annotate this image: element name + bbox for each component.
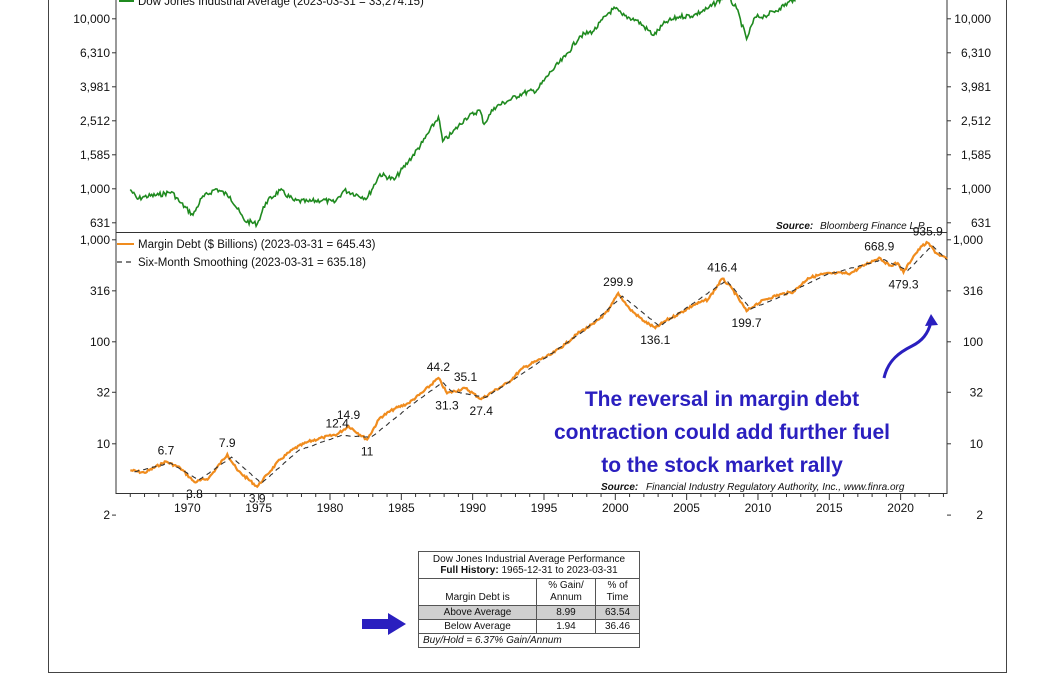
annotation-arrow-icon <box>882 321 933 379</box>
col-header-margin: Margin Debt is <box>419 579 537 606</box>
y-tick-label-left: 631 <box>90 216 110 230</box>
table-row: Below Average 1.94 36.46 <box>419 619 639 634</box>
data-label: 299.9 <box>603 275 633 289</box>
y-tick-label-right: 32 <box>970 385 984 399</box>
data-label: 416.4 <box>707 261 737 275</box>
x-tick-label: 1995 <box>531 501 558 515</box>
x-tick-label: 1990 <box>459 501 486 515</box>
y-tick-label-right: 1,585 <box>961 148 991 162</box>
data-label: 14.9 <box>337 408 361 422</box>
y-tick-label-left: 10 <box>97 437 111 451</box>
data-label: 11 <box>361 445 374 459</box>
data-label: 668.9 <box>864 240 894 254</box>
bottom-y-ticks: 2 2 10 10 32 32 100 100 316 316 1,000 1,000 <box>80 233 983 522</box>
margin-legend-text: Margin Debt ($ Billions) (2023-03-31 = 6… <box>138 239 376 251</box>
data-labels: 6.7 3.8 7.9 3.9 12.414.9 11 44.2 31.3 35.1 27.4 29… <box>158 225 943 506</box>
x-tick-label: 2010 <box>745 501 772 515</box>
x-tick-label: 2020 <box>887 501 914 515</box>
y-tick-label-left: 316 <box>90 284 110 298</box>
col-header-gain: % Gain/ Annum <box>536 579 596 606</box>
y-tick-label-right: 1,000 <box>953 233 983 247</box>
top-source-text: Bloomberg Finance L.P. <box>820 221 926 232</box>
six-month-smoothing-line <box>134 244 948 485</box>
data-label: 35.1 <box>454 370 478 384</box>
row-gain: 8.99 <box>536 605 596 620</box>
history-range: 1965-12-31 to 2023-03-31 <box>501 565 618 576</box>
right-arrow-icon <box>362 613 406 635</box>
y-tick-label-left: 10,000 <box>73 12 110 26</box>
bottom-source-text: Financial Industry Regulatory Authority,… <box>646 482 905 493</box>
top-panel: 631 631 1,000 1,000 1,585 1,585 2,512 2,512 3,98… <box>73 0 991 233</box>
x-tick-label: 1980 <box>317 501 344 515</box>
smoothing-legend-text: Six-Month Smoothing (2023-03-31 = 635.18… <box>138 257 366 269</box>
y-tick-label-right: 631 <box>971 216 991 230</box>
data-label: 3.8 <box>186 487 203 501</box>
y-tick-label-right: 10,000 <box>954 12 991 26</box>
table-row: Above Average 8.99 63.54 <box>419 605 639 620</box>
data-label: 44.2 <box>427 360 451 374</box>
history-label: Full History: <box>440 565 499 576</box>
y-tick-label-right: 1,000 <box>961 182 991 196</box>
data-label: 31.3 <box>435 398 459 412</box>
x-tick-label: 1975 <box>245 501 272 515</box>
y-tick-label-right: 100 <box>963 335 983 349</box>
table-grid: Margin Debt is % Gain/ Annum % of Time A… <box>419 579 639 634</box>
data-label: 6.7 <box>158 444 175 458</box>
data-label: 3.9 <box>249 492 266 506</box>
dow-legend-text: Dow Jones Industrial Average (2023-03-31… <box>138 0 424 8</box>
y-tick-label-left: 1,585 <box>80 148 110 162</box>
data-label: 136.1 <box>640 333 670 347</box>
table-title: Dow Jones Industrial Average Performance <box>432 554 626 565</box>
dow-series-line <box>129 0 796 229</box>
data-label: 935.9 <box>913 225 943 239</box>
y-tick-label-left: 2 <box>103 508 110 522</box>
data-label: 479.3 <box>888 277 918 291</box>
row-label: Below Average <box>419 619 537 634</box>
x-tick-label: 2015 <box>816 501 843 515</box>
top-y-ticks: 631 631 1,000 1,000 1,585 1,585 2,512 2,512 3,98… <box>73 12 991 230</box>
x-tick-label: 1985 <box>388 501 415 515</box>
y-tick-label-right: 3,981 <box>961 80 991 94</box>
y-tick-label-left: 32 <box>97 385 111 399</box>
y-tick-label-left: 3,981 <box>80 80 110 94</box>
row-time: 36.46 <box>595 619 639 634</box>
y-tick-label-right: 6,310 <box>961 46 991 60</box>
y-tick-label-right: 2 <box>976 508 983 522</box>
col-header-time: % of Time <box>595 579 639 606</box>
y-tick-label-left: 1,000 <box>80 182 110 196</box>
row-time: 63.54 <box>595 605 639 620</box>
x-tick-label: 2005 <box>673 501 700 515</box>
data-label: 12.4 <box>325 416 349 430</box>
table-footer: Buy/Hold = 6.37% Gain/Annum <box>423 635 562 646</box>
y-tick-label-right: 10 <box>970 437 984 451</box>
table-history: Full History: 1965-12-31 to 2023-03-31 <box>419 565 639 579</box>
y-tick-label-left: 100 <box>90 335 110 349</box>
x-tick-label: 2000 <box>602 501 629 515</box>
y-tick-label-right: 316 <box>963 284 983 298</box>
data-label: 199.7 <box>732 316 762 330</box>
y-tick-label-right: 2,512 <box>961 114 991 128</box>
data-label: 27.4 <box>470 404 494 418</box>
y-tick-label-left: 2,512 <box>80 114 110 128</box>
annotation-line-1: The reversal in margin debt <box>585 388 859 411</box>
table-header-row: Margin Debt is % Gain/ Annum % of Time <box>419 579 639 606</box>
data-label: 7.9 <box>219 436 236 450</box>
annotation-line-2: contraction could add further fuel <box>554 421 890 444</box>
x-tick-label: 1970 <box>174 501 201 515</box>
margin-debt-line <box>130 240 948 489</box>
y-tick-label-left: 6,310 <box>80 46 110 60</box>
annotation-arrowhead-icon <box>925 314 938 326</box>
row-label: Above Average <box>419 605 537 620</box>
annotation-line-3: to the stock market rally <box>601 454 843 477</box>
chart-frame <box>48 0 1007 673</box>
y-tick-label-left: 1,000 <box>80 233 110 247</box>
annotation-callout: The reversal in margin debt contraction … <box>554 314 938 477</box>
top-source-label: Source: <box>776 221 813 232</box>
x-axis-ticks: 1970 1975 1980 1985 1990 1995 2000 2005 2010 2015… <box>129 494 944 515</box>
performance-table: Dow Jones Industrial Average Performance… <box>418 551 640 648</box>
bottom-source-label: Source: <box>601 482 638 493</box>
row-gain: 1.94 <box>536 619 596 634</box>
